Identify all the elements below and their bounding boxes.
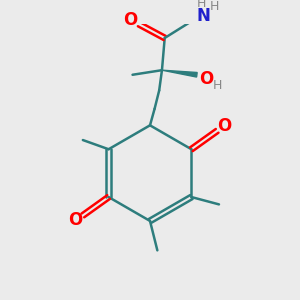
Text: H: H: [210, 0, 219, 13]
Text: H: H: [212, 79, 222, 92]
Text: H: H: [197, 0, 206, 10]
Text: N: N: [196, 7, 210, 25]
Polygon shape: [162, 70, 197, 77]
Text: O: O: [123, 11, 137, 28]
Text: O: O: [199, 70, 213, 88]
Text: O: O: [68, 211, 83, 229]
Text: O: O: [218, 117, 232, 135]
